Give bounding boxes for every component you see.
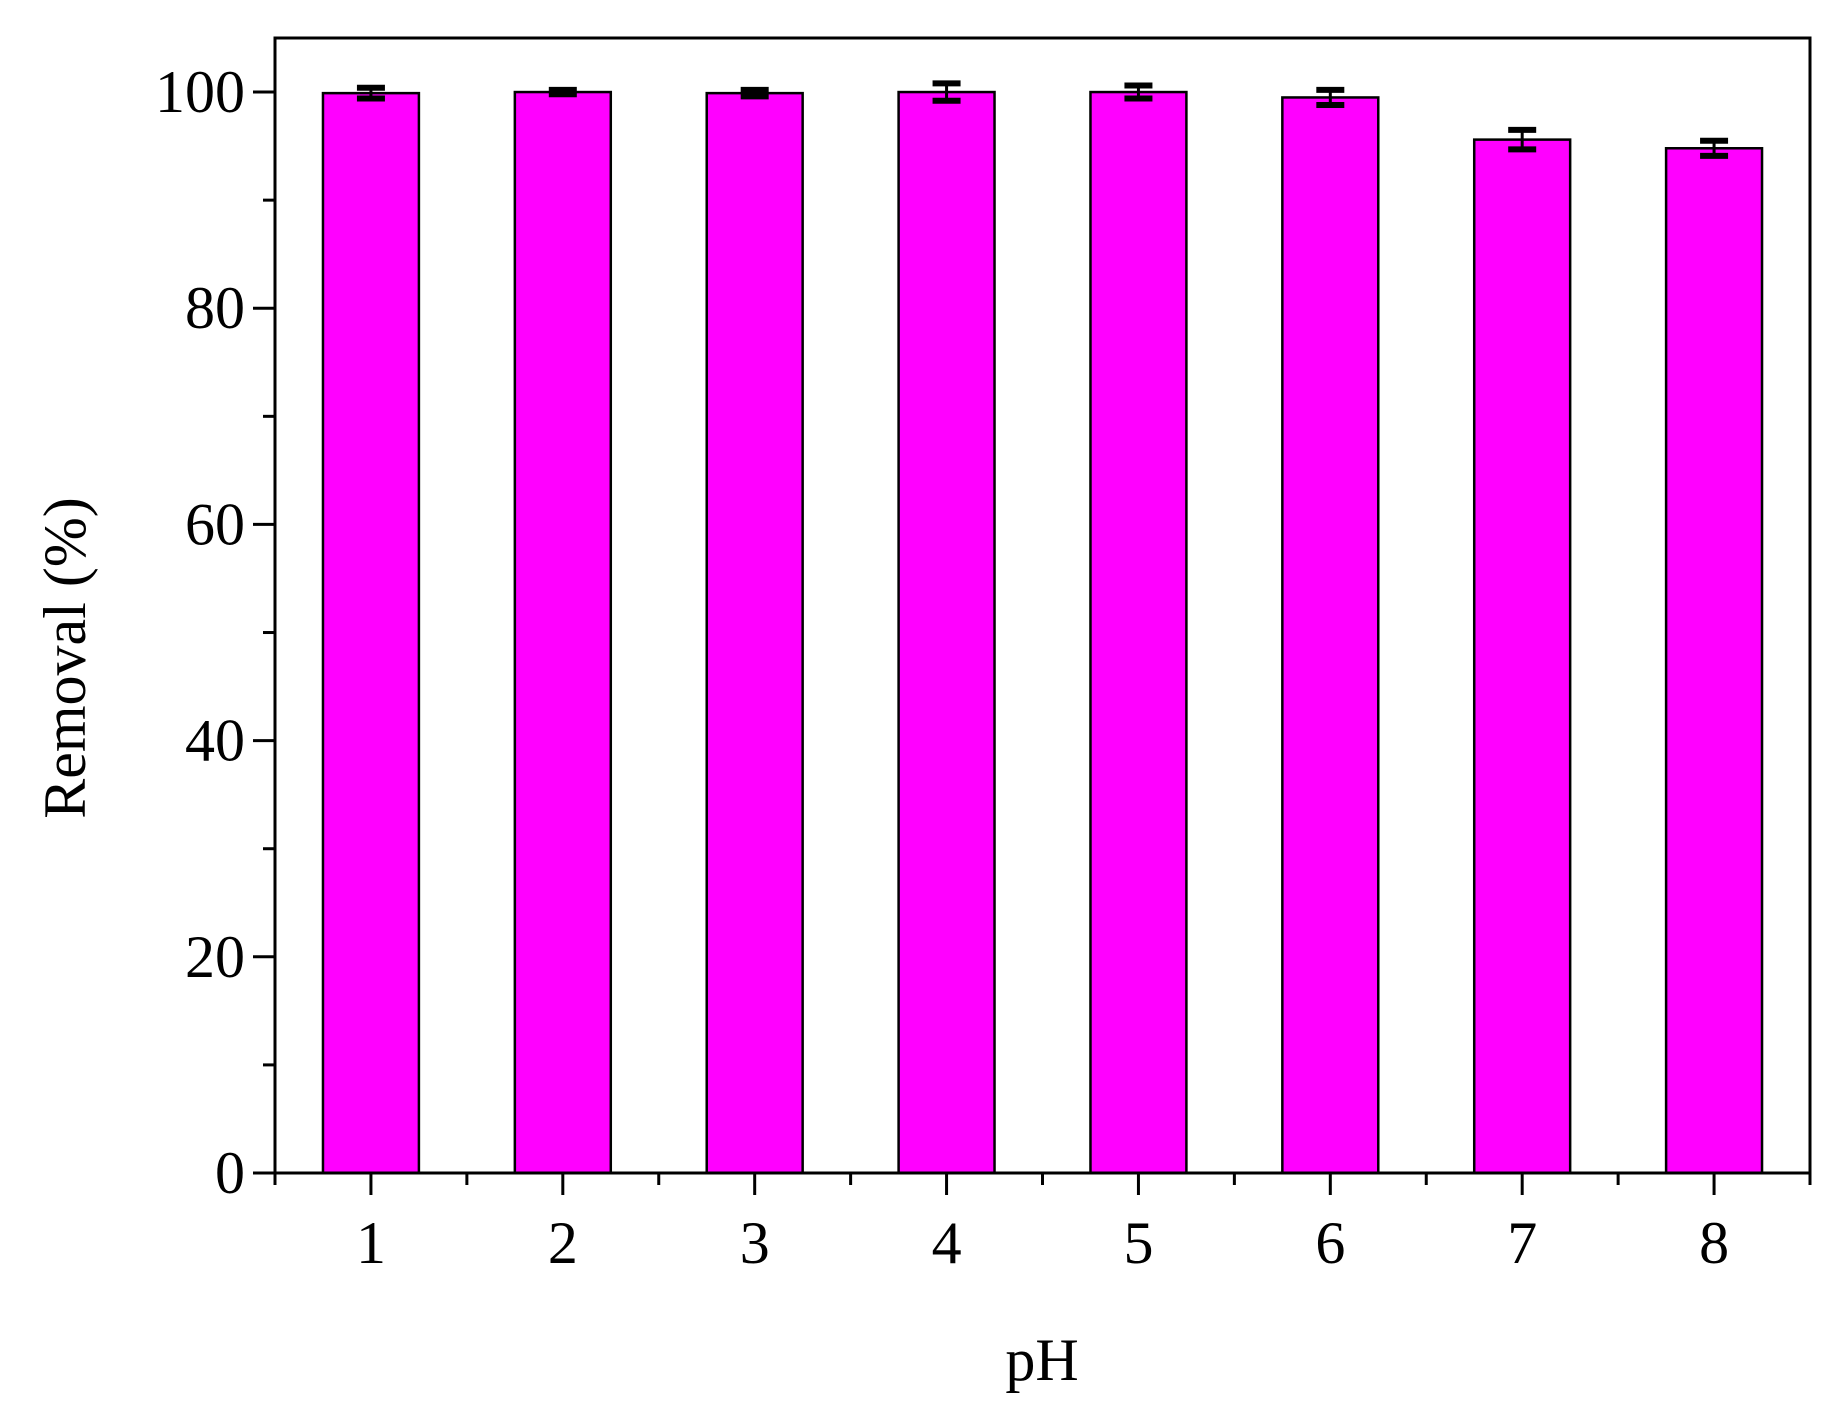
error-bar-ph-2 xyxy=(548,86,577,98)
error-bar-ph-7 xyxy=(1508,126,1537,153)
x-axis-title: pH xyxy=(1005,1327,1078,1393)
bars-layer xyxy=(321,90,1764,1175)
x-tick-label: 8 xyxy=(1699,1210,1729,1276)
error-bar-ph-4 xyxy=(932,80,961,104)
bar-ph-3 xyxy=(705,91,804,1175)
bar-ph-7 xyxy=(1472,138,1572,1175)
error-bar-ph-8 xyxy=(1700,137,1729,159)
x-tick-label: 4 xyxy=(932,1210,962,1276)
x-tick-label: 2 xyxy=(548,1210,578,1276)
x-tick-label: 7 xyxy=(1507,1210,1537,1276)
error-bar-ph-6 xyxy=(1316,86,1345,109)
x-tick-label: 3 xyxy=(740,1210,770,1276)
y-tick-label: 0 xyxy=(215,1140,245,1206)
bar-ph-1 xyxy=(321,91,421,1175)
bar-ph-2 xyxy=(513,90,613,1175)
plot-frame xyxy=(273,36,1812,1175)
bar-ph-5 xyxy=(1089,90,1188,1175)
bar-ph-6 xyxy=(1281,96,1380,1175)
y-axis-title: Removal (%) xyxy=(32,497,98,819)
axes-layer xyxy=(253,36,1812,1195)
y-tick-label: 60 xyxy=(185,491,245,557)
y-tick-label: 20 xyxy=(185,924,245,990)
y-tick-label: 100 xyxy=(155,59,245,125)
x-tick-label: 1 xyxy=(356,1210,386,1276)
x-tick-label: 5 xyxy=(1123,1210,1153,1276)
error-bar-ph-5 xyxy=(1124,82,1153,102)
bar-ph-4 xyxy=(897,90,996,1175)
y-tick-label: 80 xyxy=(185,275,245,341)
x-tick-label: 6 xyxy=(1315,1210,1345,1276)
error-bar-ph-3 xyxy=(740,86,769,100)
y-tick-label: 40 xyxy=(185,708,245,774)
error-bars-layer xyxy=(356,80,1729,159)
error-bar-ph-1 xyxy=(356,84,385,102)
tick-labels-layer: 0 20 40 60 80 100 1 2 3 4 5 6 7 8 xyxy=(155,59,1729,1276)
bar-ph-8 xyxy=(1664,147,1764,1175)
